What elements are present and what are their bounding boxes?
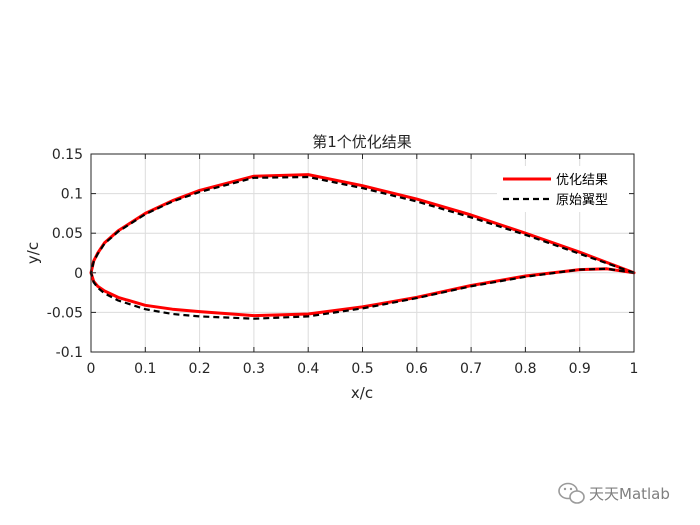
y-tick-label: -0.05 xyxy=(47,305,83,321)
watermark-text: 天天Matlab xyxy=(589,485,670,503)
wechat-icon xyxy=(558,482,585,504)
y-tick-label: 0 xyxy=(74,266,83,282)
x-tick-label: 0.5 xyxy=(351,361,373,377)
x-tick-label: 0.9 xyxy=(569,361,591,377)
x-tick-label: 0.3 xyxy=(243,361,265,377)
x-tick-label: 0.2 xyxy=(188,361,210,377)
legend-box xyxy=(497,166,629,212)
x-tick-labels: 0 0.1 0.2 0.3 0.4 0.5 0.6 0.7 0.8 0.9 1 xyxy=(87,361,639,377)
x-tick-label: 0.4 xyxy=(297,361,319,377)
x-tick-label: 0.8 xyxy=(514,361,536,377)
watermark: 天天Matlab xyxy=(558,482,670,504)
x-tick-label: 0.1 xyxy=(134,361,156,377)
ticks xyxy=(90,153,635,353)
x-tick-label: 0.6 xyxy=(406,361,428,377)
legend: 优化结果 原始翼型 xyxy=(497,166,629,212)
y-tick-label: 0.15 xyxy=(52,147,83,163)
x-tick-label: 0.7 xyxy=(460,361,482,377)
x-tick-label: 1 xyxy=(630,361,639,377)
chart-title: 第1个优化结果 xyxy=(312,133,412,151)
legend-label-original: 原始翼型 xyxy=(556,193,608,208)
x-tick-label: 0 xyxy=(87,361,96,377)
y-tick-labels: -0.1 -0.05 0 0.05 0.1 0.15 xyxy=(47,147,83,361)
y-axis-label: y/c xyxy=(24,242,42,264)
y-tick-label: 0.1 xyxy=(61,187,83,203)
legend-label-optimized: 优化结果 xyxy=(556,173,608,188)
y-tick-label: -0.1 xyxy=(56,345,83,361)
x-axis-label: x/c xyxy=(351,384,373,402)
y-tick-label: 0.05 xyxy=(52,226,83,242)
